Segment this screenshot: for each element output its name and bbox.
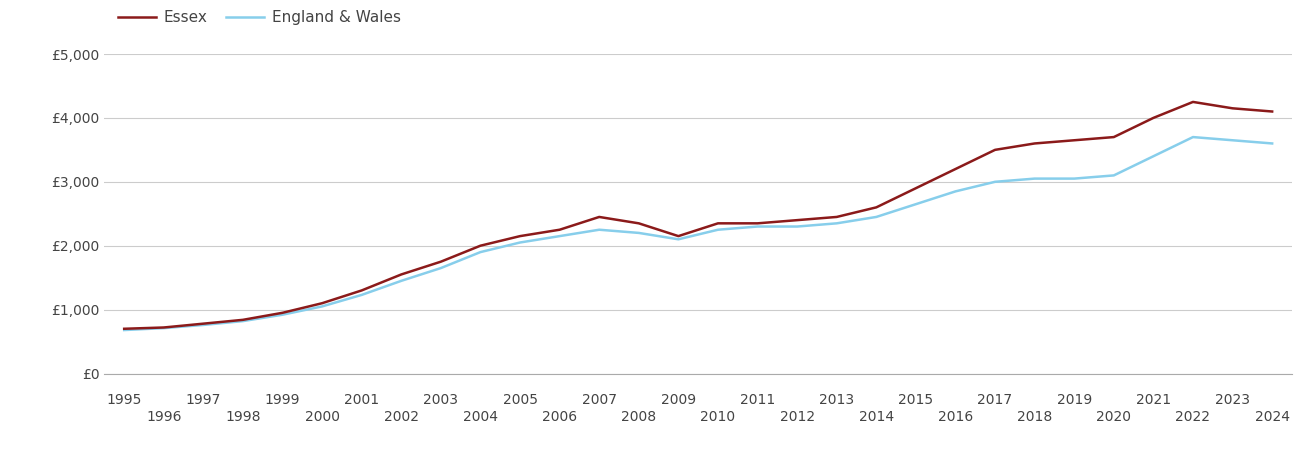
England & Wales: [512, 240, 527, 245]
England & Wales: [868, 214, 883, 220]
Essex: [1146, 115, 1161, 121]
Essex: [868, 205, 883, 210]
Essex: [472, 243, 488, 248]
Text: 2005: 2005: [502, 393, 538, 407]
England & Wales: [671, 237, 686, 242]
Essex: [908, 185, 924, 191]
England & Wales: [632, 230, 647, 236]
Text: 2003: 2003: [423, 393, 458, 407]
Text: 2018: 2018: [1017, 410, 1052, 423]
Text: 2004: 2004: [463, 410, 499, 423]
Essex: [235, 317, 251, 323]
Essex: [829, 214, 844, 220]
Essex: [1265, 109, 1280, 114]
Essex: [155, 325, 171, 330]
Text: 2009: 2009: [660, 393, 696, 407]
England & Wales: [1066, 176, 1082, 181]
Text: 1995: 1995: [107, 393, 142, 407]
England & Wales: [1265, 141, 1280, 146]
Text: 1996: 1996: [146, 410, 181, 423]
Text: 2010: 2010: [701, 410, 736, 423]
England & Wales: [749, 224, 765, 229]
Line: Essex: Essex: [124, 102, 1272, 329]
Essex: [632, 220, 647, 226]
Text: 2006: 2006: [542, 410, 577, 423]
England & Wales: [116, 327, 132, 333]
England & Wales: [354, 292, 369, 297]
England & Wales: [235, 319, 251, 324]
England & Wales: [1185, 135, 1201, 140]
Essex: [1185, 99, 1201, 105]
Text: 2014: 2014: [859, 410, 894, 423]
Essex: [315, 301, 330, 306]
Essex: [1066, 138, 1082, 143]
Essex: [116, 326, 132, 332]
Text: 2017: 2017: [977, 393, 1013, 407]
England & Wales: [710, 227, 726, 232]
England & Wales: [908, 202, 924, 207]
England & Wales: [1224, 138, 1240, 143]
Essex: [196, 321, 211, 326]
Essex: [749, 220, 765, 226]
Essex: [552, 227, 568, 232]
Essex: [433, 259, 449, 264]
Text: 2000: 2000: [304, 410, 339, 423]
England & Wales: [947, 189, 963, 194]
Text: 2022: 2022: [1176, 410, 1211, 423]
England & Wales: [1105, 173, 1121, 178]
Text: 1998: 1998: [226, 410, 261, 423]
England & Wales: [591, 227, 607, 232]
England & Wales: [433, 266, 449, 271]
Essex: [275, 310, 291, 315]
Essex: [393, 272, 408, 277]
England & Wales: [315, 304, 330, 309]
Essex: [354, 288, 369, 293]
England & Wales: [829, 220, 844, 226]
Text: 2011: 2011: [740, 393, 775, 407]
Essex: [1027, 141, 1043, 146]
Essex: [1224, 106, 1240, 111]
England & Wales: [275, 312, 291, 317]
Text: 2020: 2020: [1096, 410, 1131, 423]
Text: 2019: 2019: [1057, 393, 1092, 407]
England & Wales: [472, 249, 488, 255]
England & Wales: [988, 179, 1004, 184]
Essex: [1105, 135, 1121, 140]
Text: 2002: 2002: [384, 410, 419, 423]
Text: 2013: 2013: [820, 393, 855, 407]
England & Wales: [155, 325, 171, 331]
Text: 1997: 1997: [185, 393, 221, 407]
Text: 2001: 2001: [345, 393, 380, 407]
Text: 2024: 2024: [1254, 410, 1289, 423]
Text: 2016: 2016: [938, 410, 974, 423]
Text: 2015: 2015: [898, 393, 933, 407]
Essex: [671, 234, 686, 239]
Legend: Essex, England & Wales: Essex, England & Wales: [112, 4, 407, 32]
Essex: [947, 166, 963, 172]
Essex: [790, 217, 805, 223]
Text: 2007: 2007: [582, 393, 617, 407]
England & Wales: [1027, 176, 1043, 181]
Text: 2023: 2023: [1215, 393, 1250, 407]
Text: 2012: 2012: [779, 410, 814, 423]
Text: 2008: 2008: [621, 410, 656, 423]
England & Wales: [393, 278, 408, 284]
Essex: [512, 234, 527, 239]
Essex: [591, 214, 607, 220]
Text: 1999: 1999: [265, 393, 300, 407]
England & Wales: [1146, 153, 1161, 159]
Essex: [988, 147, 1004, 153]
England & Wales: [552, 234, 568, 239]
Line: England & Wales: England & Wales: [124, 137, 1272, 330]
England & Wales: [196, 322, 211, 328]
England & Wales: [790, 224, 805, 229]
Text: 2021: 2021: [1135, 393, 1171, 407]
Essex: [710, 220, 726, 226]
